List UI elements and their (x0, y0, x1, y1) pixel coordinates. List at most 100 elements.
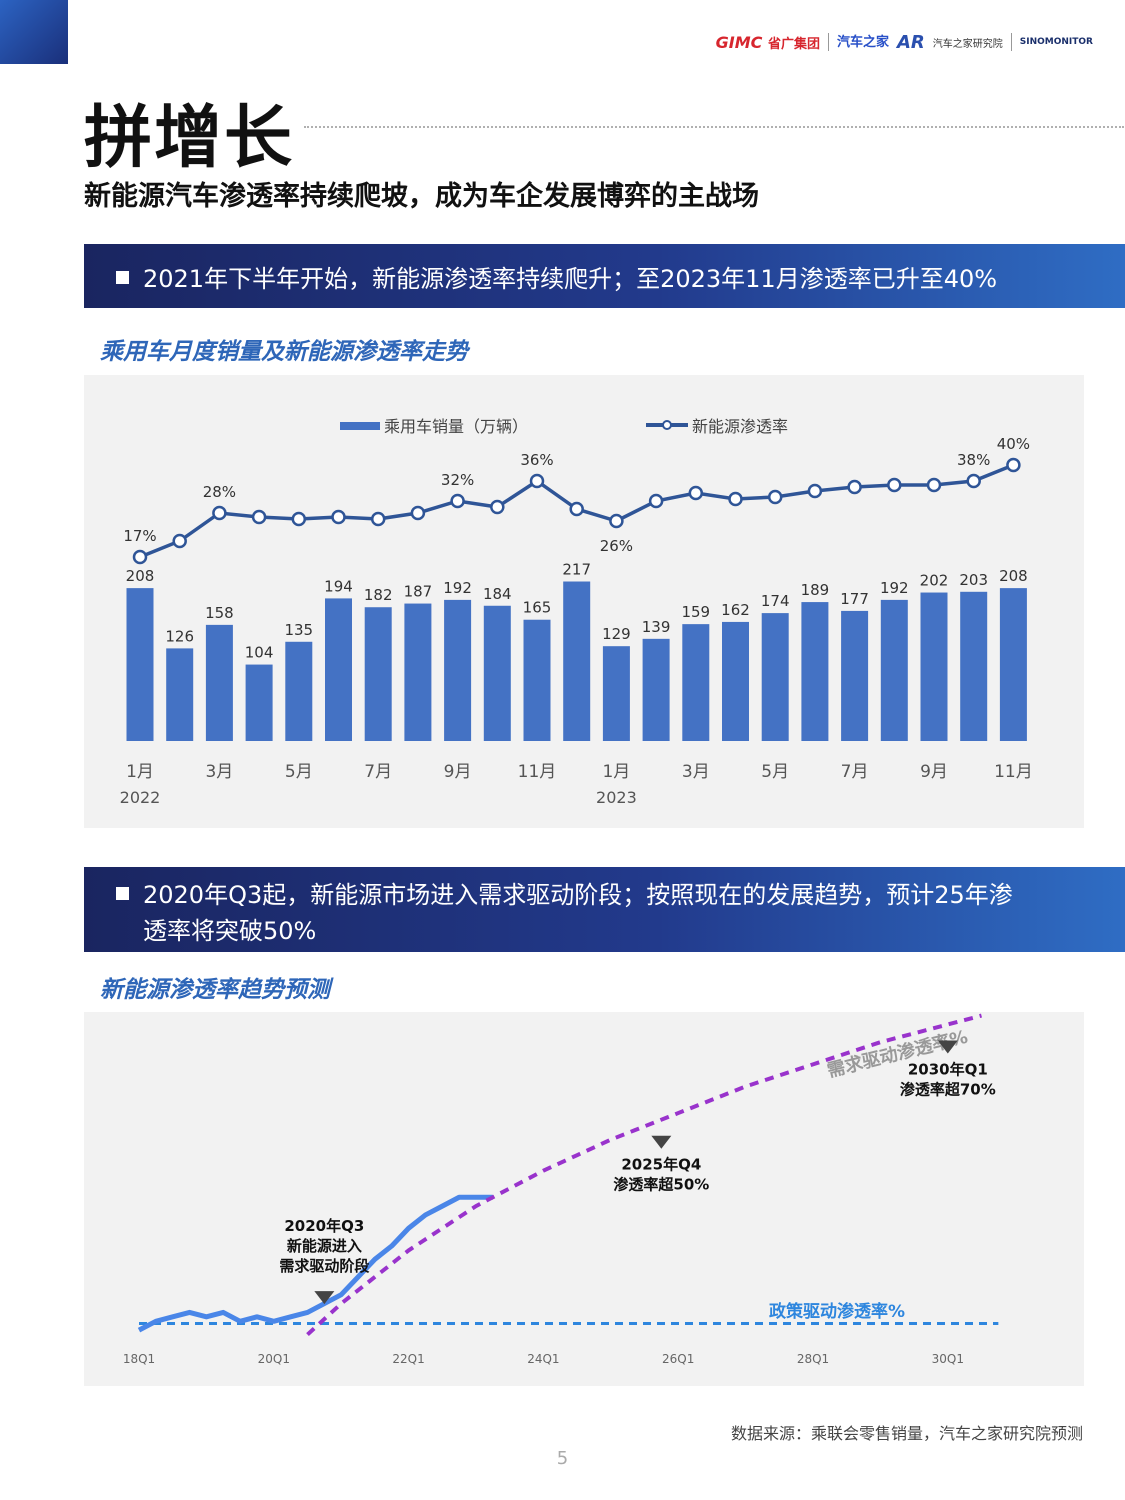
sales-bar (960, 591, 988, 741)
key-point-banner-1: 2021年下半年开始，新能源渗透率持续爬升；至2023年11月渗透率已升至40% (84, 244, 1125, 308)
penetration-point (1006, 457, 1021, 473)
legend-sales-label: 乘用车销量（万辆） (384, 417, 528, 436)
sales-bar-label: 139 (642, 618, 671, 636)
x-tick-year-label: 2023 (596, 788, 637, 807)
penetration-point (132, 549, 148, 565)
penetration-point (847, 479, 862, 495)
sales-bar (801, 602, 829, 741)
sales-bar (483, 605, 511, 741)
sales-bar-label: 135 (284, 621, 313, 639)
sales-bar-label: 208 (999, 567, 1028, 585)
sales-bar-label: 174 (761, 592, 790, 610)
penetration-point (767, 489, 783, 505)
x-tick-label: 11月 (994, 762, 1033, 782)
x-tick-label: 18Q1 (123, 1352, 155, 1366)
sales-bar (642, 638, 670, 741)
annotation-marker-icon (937, 1040, 958, 1054)
corner-accent-block (0, 0, 68, 64)
sales-bar-label: 184 (483, 585, 512, 603)
penetration-forecast-chart-svg: 18Q1 20Q1 22Q1 24Q1 26Q1 28Q1 30Q1 政策驱动渗透率% 需求驱动… (123, 1013, 999, 1366)
annotation-marker-icon (314, 1291, 335, 1305)
penetration-label: 36% (520, 451, 553, 469)
penetration-point (926, 477, 942, 493)
annotation-text: 渗透率超70% (900, 1080, 996, 1098)
penetration-point (410, 505, 426, 521)
penetration-point (251, 509, 267, 525)
sales-bar (126, 588, 154, 741)
page-title: 拼增长 (84, 99, 295, 178)
penetration-point (887, 477, 902, 493)
sales-bar-label: 182 (364, 586, 393, 604)
penetration-label: 38% (957, 451, 990, 469)
penetration-point (648, 493, 664, 509)
x-tick-label: 9月 (920, 762, 948, 782)
annotation-text: 新能源进入 (287, 1237, 362, 1255)
penetration-point (291, 511, 307, 527)
sales-bar (285, 641, 313, 741)
demand-driven-line (306, 1013, 983, 1337)
x-tick-label: 9月 (444, 762, 472, 782)
title-dotted-divider (304, 126, 1124, 128)
legend-penetration-label: 新能源渗透率 (692, 417, 788, 436)
sales-bar-label: 203 (959, 571, 988, 589)
forecast-chart-title: 新能源渗透率趋势预测 (100, 977, 330, 1003)
annotation-text: 需求驱动阶段 (279, 1257, 369, 1275)
penetration-forecast-chart: 18Q1 20Q1 22Q1 24Q1 26Q1 28Q1 30Q1 政策驱动渗透率% 需求驱动… (84, 1012, 1084, 1386)
page-subtitle: 新能源汽车渗透率持续爬坡，成为车企发展博弈的主战场 (84, 181, 759, 212)
sales-bar (761, 613, 789, 741)
sales-bar-label: 217 (562, 561, 591, 579)
x-tick-label: 7月 (841, 762, 869, 782)
penetration-point (728, 491, 743, 507)
sales-bar-label: 158 (205, 604, 234, 622)
sales-bar (999, 588, 1027, 741)
penetration-point (966, 473, 981, 489)
bullet-square-icon (116, 271, 129, 284)
sales-bar (880, 599, 908, 741)
penetration-point (212, 505, 227, 521)
sales-bar-label: 208 (126, 567, 155, 585)
banner-1-text: 2021年下半年开始，新能源渗透率持续爬升；至2023年11月渗透率已升至40% (143, 265, 998, 293)
partner-logos: GIMC 省广集团 汽车之家 AR 汽车之家研究院 SINOMONITOR (716, 30, 1093, 54)
penetration-point (490, 499, 505, 515)
penetration-point (450, 493, 465, 509)
sales-bar (722, 621, 749, 741)
sales-penetration-chart-svg: 乘用车销量（万辆） 新能源渗透率 208 126 158 104 135 194 182 187 1… (120, 417, 1033, 807)
sales-bar (602, 646, 630, 741)
sales-bar (444, 599, 472, 741)
annotation-marker-icon (651, 1135, 672, 1149)
sales-bar (404, 603, 432, 741)
sales-bar-label: 104 (245, 644, 274, 662)
annotation-text: 2030年Q1 (908, 1060, 988, 1078)
penetration-point (688, 485, 704, 501)
banner-2-text-line-1: 2020年Q3起，新能源市场进入需求驱动阶段；按照现在的发展趋势，预计25年渗 (143, 881, 1013, 909)
penetration-point (331, 509, 346, 525)
sales-bar-label: 194 (324, 577, 353, 595)
x-tick-label: 20Q1 (258, 1352, 290, 1366)
autohome-logo: 汽车之家 (836, 34, 889, 50)
banner-2-text-line-2: 透率将突破50% (143, 917, 317, 945)
sales-bar-label: 162 (721, 601, 750, 619)
x-tick-label: 24Q1 (527, 1352, 559, 1366)
sales-penetration-chart: 乘用车销量（万辆） 新能源渗透率 208 126 158 104 135 194 182 187 1… (84, 375, 1084, 828)
x-tick-label: 5月 (285, 762, 313, 782)
ar-logo: AR (896, 31, 925, 53)
penetration-label: 40% (997, 435, 1030, 453)
penetration-label: 17% (123, 527, 156, 545)
sales-bar (563, 581, 591, 741)
sales-bar (364, 607, 392, 741)
x-tick-label: 1月 (602, 762, 630, 782)
sales-bar-label: 165 (523, 599, 552, 617)
annotation-text: 2025年Q4 (621, 1156, 701, 1174)
sales-bar-label: 129 (602, 625, 631, 643)
sales-bar (841, 610, 869, 741)
data-source-note: 数据来源：乘联会零售销量，汽车之家研究院预测 (730, 1424, 1083, 1443)
penetration-point (370, 511, 386, 527)
sales-bar-label: 187 (404, 583, 433, 601)
penetration-point (529, 473, 545, 489)
penetration-point (807, 483, 823, 499)
annotation-text: 2020年Q3 (284, 1217, 364, 1235)
sales-bar-label: 189 (801, 581, 830, 599)
penetration-point (569, 501, 584, 517)
key-point-banner-2: 2020年Q3起，新能源市场进入需求驱动阶段；按照现在的发展趋势，预计25年渗 … (84, 867, 1125, 952)
x-tick-label: 28Q1 (797, 1352, 829, 1366)
